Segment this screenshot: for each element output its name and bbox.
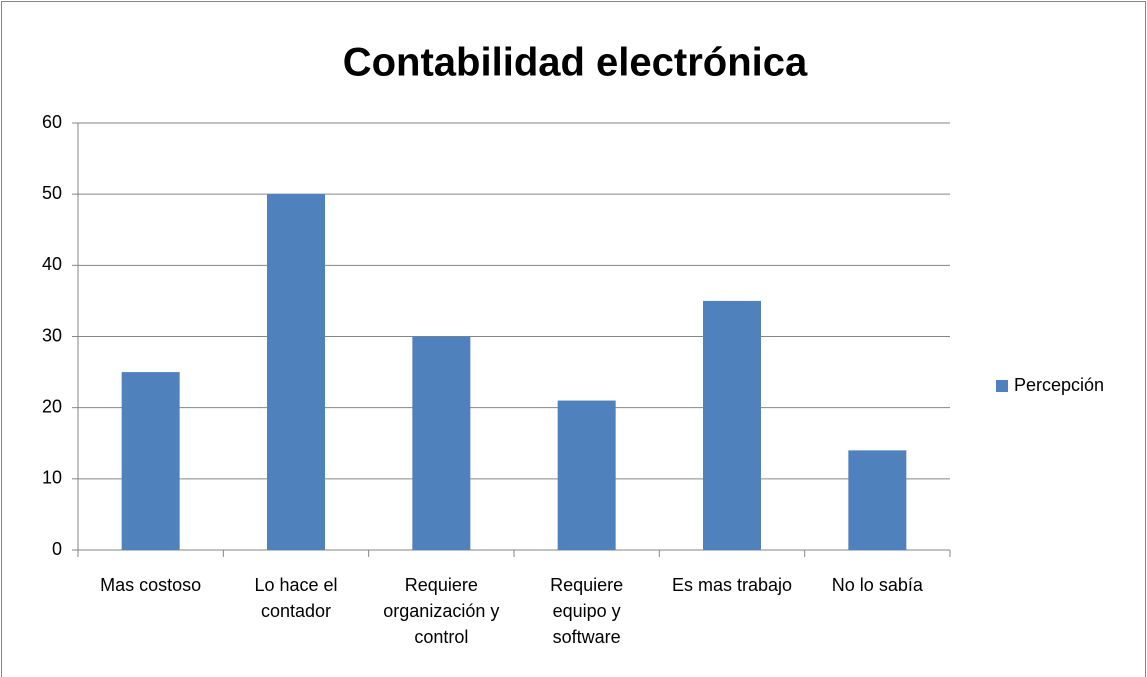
x-tick-label: Mas costoso: [100, 575, 202, 595]
x-tick-label: Es mas trabajo: [671, 575, 793, 595]
y-tick-label: 30: [42, 325, 62, 345]
x-tick-label: Lo hace el contador: [254, 575, 338, 621]
legend-label: Percepción: [1014, 375, 1104, 395]
y-tick-label: 0: [52, 539, 62, 559]
bar: [412, 336, 471, 550]
y-tick-label: 40: [42, 254, 62, 274]
x-tick-label-box: Requiere organización y control: [383, 575, 500, 647]
y-tick-label: 50: [42, 183, 62, 203]
x-tick-label: Requiere organización y control: [383, 575, 500, 647]
bar: [703, 300, 761, 550]
bar: [848, 450, 907, 550]
y-tick-label: 20: [42, 396, 62, 416]
y-tick-label: 10: [42, 468, 62, 488]
x-tick-label-box: Requiere equipo y software: [550, 575, 624, 647]
bar: [121, 372, 180, 550]
x-tick-label-box: Mas costoso: [100, 575, 202, 595]
x-tick-label-box: No lo sabía: [831, 575, 923, 595]
x-tick-label: Requiere equipo y software: [550, 575, 624, 647]
y-tick-label: 60: [42, 112, 62, 132]
chart-title: Contabilidad electrónica: [343, 41, 808, 85]
x-tick-label-box: Es mas trabajo: [671, 575, 793, 595]
x-tick-label: No lo sabía: [831, 575, 923, 595]
x-tick-label-box: Lo hace el contador: [254, 575, 338, 621]
legend-swatch: [996, 380, 1008, 392]
bar: [267, 194, 325, 550]
bar: [557, 400, 616, 550]
